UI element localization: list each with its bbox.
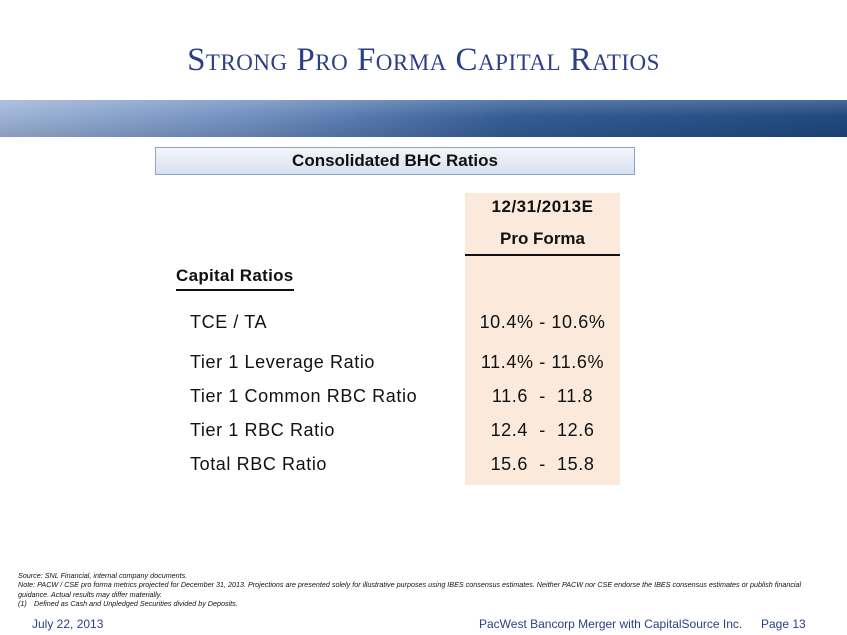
header-band xyxy=(0,100,847,137)
pro-forma-column-highlight xyxy=(465,193,620,485)
row-label-tier1-common-rbc: Tier 1 Common RBC Ratio xyxy=(190,386,418,406)
footnotes: Source: SNL Financial, internal company … xyxy=(18,571,833,609)
footnote-1: (1) Defined as Cash and Unpledged Securit… xyxy=(18,599,833,608)
row-value-tce-ta: 10.4% - 10.6% xyxy=(479,312,606,332)
section-header: Consolidated BHC Ratios xyxy=(155,147,635,175)
column-header-rule xyxy=(465,254,620,256)
row-label-tce-ta: TCE / TA xyxy=(190,312,268,332)
group-label-capital-ratios: Capital Ratios xyxy=(176,266,294,291)
footer-page-number: Page 13 xyxy=(761,617,806,631)
footnote-1-text: Defined as Cash and Unpledged Securities… xyxy=(34,599,238,609)
footer-title: PacWest Bancorp Merger with CapitalSourc… xyxy=(479,617,743,631)
footnote-source: Source: SNL Financial, internal company … xyxy=(18,571,188,580)
row-label-tier1-leverage: Tier 1 Leverage Ratio xyxy=(190,352,376,372)
row-label-total-rbc: Total RBC Ratio xyxy=(190,454,328,474)
footer-date: July 22, 2013 xyxy=(32,617,104,631)
header-band-shade xyxy=(0,100,847,137)
footnote-note: Note: PACW / CSE pro forma metrics proje… xyxy=(18,580,802,599)
page-title: Strong Pro Forma Capital Ratios xyxy=(187,42,660,78)
row-value-tier1-leverage: 11.4% - 11.6% xyxy=(480,352,605,372)
row-value-total-rbc: 15.6 - 15.8 xyxy=(490,454,595,474)
column-header-date: 12/31/2013E xyxy=(491,197,594,216)
column-header-pro-forma: Pro Forma xyxy=(499,229,586,248)
section-header-label: Consolidated BHC Ratios xyxy=(292,151,498,170)
row-label-tier1-rbc: Tier 1 RBC Ratio xyxy=(190,420,335,440)
row-value-tier1-common-rbc: 11.6 - 11.8 xyxy=(491,386,594,406)
row-value-tier1-rbc: 12.4 - 12.6 xyxy=(490,420,595,440)
footnote-1-number: (1) xyxy=(18,599,27,609)
